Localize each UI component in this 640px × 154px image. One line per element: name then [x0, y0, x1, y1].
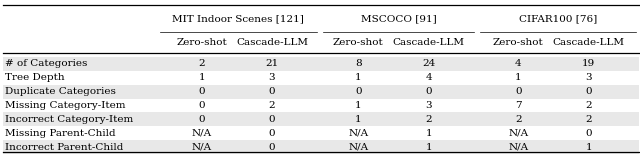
- Text: Duplicate Categories: Duplicate Categories: [5, 87, 116, 96]
- Text: 3: 3: [426, 101, 432, 110]
- Text: 1: 1: [355, 115, 362, 124]
- Text: Missing Parent-Child: Missing Parent-Child: [5, 129, 116, 138]
- Text: 4: 4: [426, 73, 432, 82]
- Text: Incorrect Parent-Child: Incorrect Parent-Child: [5, 143, 124, 152]
- Text: MIT Indoor Scenes [121]: MIT Indoor Scenes [121]: [172, 14, 305, 23]
- Text: 19: 19: [582, 59, 595, 68]
- Text: Cascade-LLM: Cascade-LLM: [553, 38, 625, 47]
- Text: CIFAR100 [76]: CIFAR100 [76]: [518, 14, 597, 23]
- Text: 2: 2: [586, 115, 592, 124]
- Text: 0: 0: [586, 87, 592, 96]
- Text: 0: 0: [269, 115, 275, 124]
- Text: 4: 4: [515, 59, 522, 68]
- Text: 21: 21: [266, 59, 278, 68]
- Text: N/A: N/A: [191, 129, 212, 138]
- Text: N/A: N/A: [348, 129, 369, 138]
- Text: 0: 0: [586, 129, 592, 138]
- Text: 1: 1: [515, 73, 522, 82]
- Text: Cascade-LLM: Cascade-LLM: [393, 38, 465, 47]
- Text: 2: 2: [198, 59, 205, 68]
- Bar: [3, 85, 639, 99]
- Text: 0: 0: [426, 87, 432, 96]
- Text: 8: 8: [355, 59, 362, 68]
- Text: 2: 2: [426, 115, 432, 124]
- Text: N/A: N/A: [508, 129, 529, 138]
- Text: 1: 1: [198, 73, 205, 82]
- Text: Zero-shot: Zero-shot: [333, 38, 384, 47]
- Text: Incorrect Category-Item: Incorrect Category-Item: [5, 115, 133, 124]
- Bar: [3, 112, 639, 126]
- Text: N/A: N/A: [348, 143, 369, 152]
- Text: 0: 0: [269, 87, 275, 96]
- Text: 7: 7: [515, 101, 522, 110]
- Bar: [3, 57, 639, 71]
- Text: 2: 2: [515, 115, 522, 124]
- Text: 1: 1: [355, 73, 362, 82]
- Text: 0: 0: [269, 129, 275, 138]
- Text: 3: 3: [586, 73, 592, 82]
- Text: 3: 3: [269, 73, 275, 82]
- Text: MSCOCO [91]: MSCOCO [91]: [360, 14, 436, 23]
- Text: 1: 1: [426, 143, 432, 152]
- Text: 1: 1: [586, 143, 592, 152]
- Text: N/A: N/A: [191, 143, 212, 152]
- Text: 1: 1: [426, 129, 432, 138]
- Text: 0: 0: [198, 115, 205, 124]
- Text: 2: 2: [269, 101, 275, 110]
- Text: Tree Depth: Tree Depth: [5, 73, 65, 82]
- Text: 0: 0: [198, 87, 205, 96]
- Text: Cascade-LLM: Cascade-LLM: [236, 38, 308, 47]
- Text: 1: 1: [355, 101, 362, 110]
- Text: 0: 0: [515, 87, 522, 96]
- Text: 0: 0: [198, 101, 205, 110]
- Text: Missing Category-Item: Missing Category-Item: [5, 101, 125, 110]
- Text: 2: 2: [586, 101, 592, 110]
- Bar: [3, 140, 639, 154]
- Text: 24: 24: [422, 59, 435, 68]
- Text: # of Categories: # of Categories: [5, 59, 88, 68]
- Text: 0: 0: [269, 143, 275, 152]
- Text: N/A: N/A: [508, 143, 529, 152]
- Text: Zero-shot: Zero-shot: [493, 38, 544, 47]
- Text: 0: 0: [355, 87, 362, 96]
- Text: Zero-shot: Zero-shot: [176, 38, 227, 47]
